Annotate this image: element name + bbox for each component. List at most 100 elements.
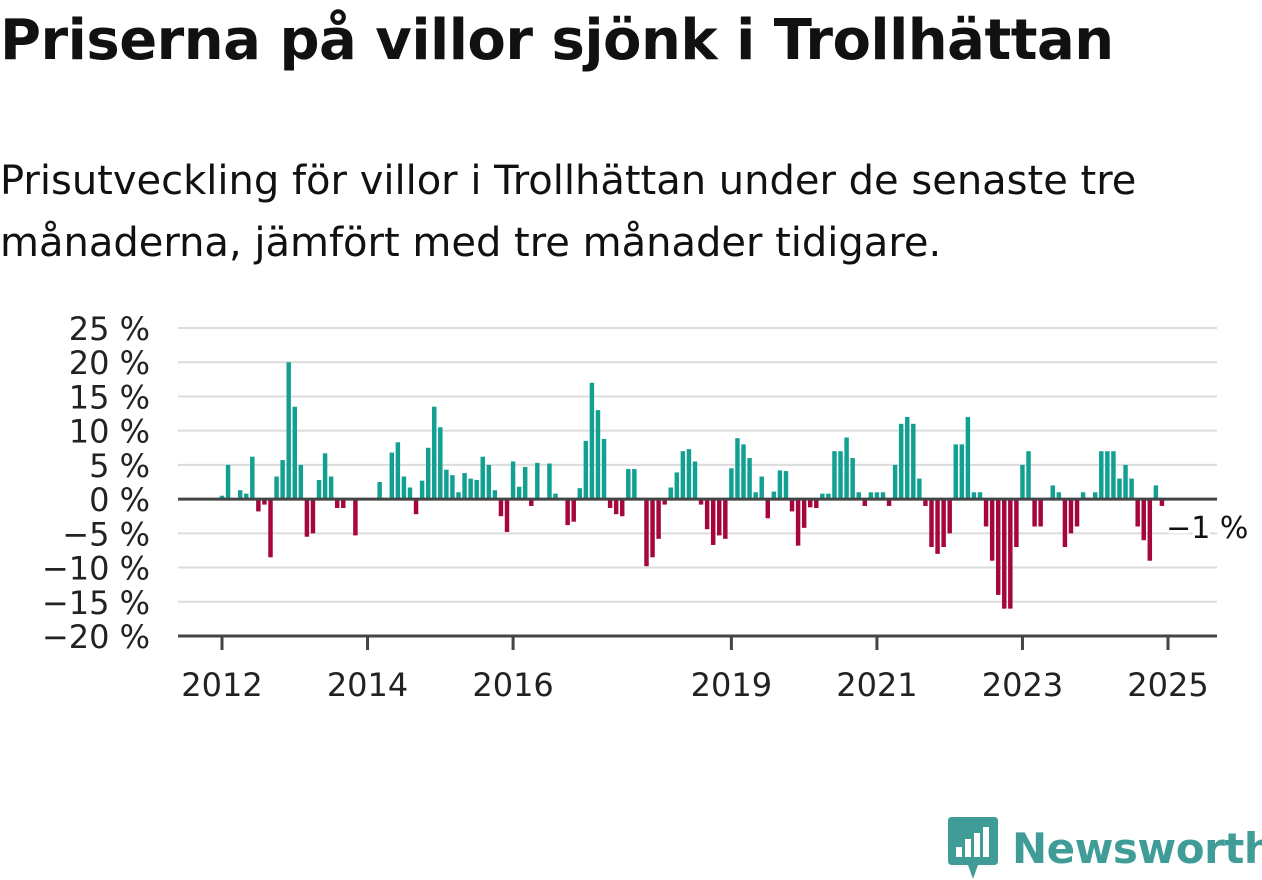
bar <box>729 468 734 500</box>
bar <box>516 486 522 500</box>
bar <box>1080 492 1086 500</box>
bar <box>274 476 279 500</box>
y-tick-label: 15 % <box>69 378 150 416</box>
bar <box>1068 499 1074 534</box>
bar <box>444 469 449 500</box>
bar <box>941 499 946 548</box>
x-tick-label: 2014 <box>327 666 408 700</box>
x-tick-label: 2023 <box>982 666 1063 700</box>
bar <box>862 499 868 506</box>
bar <box>298 464 304 500</box>
bar <box>322 453 328 500</box>
bar <box>814 499 819 509</box>
bar <box>407 487 413 500</box>
bar <box>504 499 510 532</box>
bar <box>759 476 764 500</box>
bar <box>923 499 928 506</box>
bar <box>856 492 861 500</box>
bar <box>680 451 686 500</box>
y-tick-label: 5 % <box>89 447 150 485</box>
x-tick-label: 2025 <box>1127 666 1208 700</box>
bar <box>983 499 989 527</box>
bar <box>438 427 443 500</box>
bar <box>1159 499 1165 506</box>
y-tick-label: −5 % <box>62 515 150 553</box>
bar <box>1062 499 1068 548</box>
bar <box>1093 492 1098 500</box>
bar <box>892 464 898 500</box>
bar <box>268 499 273 558</box>
bar <box>965 416 971 500</box>
bar <box>698 499 704 505</box>
bar <box>553 493 558 500</box>
bar <box>535 462 540 500</box>
bar <box>1008 499 1013 609</box>
y-tick-label: 10 % <box>69 413 150 451</box>
bar <box>989 499 995 561</box>
bar <box>601 438 607 500</box>
bar <box>1111 451 1116 500</box>
latest-value-annotation: −1 % <box>1166 511 1248 546</box>
bar <box>565 499 570 526</box>
bar <box>765 499 770 519</box>
bar <box>753 492 758 500</box>
bar <box>292 406 297 500</box>
bar <box>474 479 479 500</box>
bar <box>656 499 661 539</box>
bar <box>947 499 952 534</box>
bar <box>571 499 576 522</box>
bar <box>1056 492 1062 500</box>
bar <box>1014 499 1019 548</box>
bar <box>741 444 746 500</box>
bar <box>613 499 619 515</box>
bar <box>971 492 977 500</box>
bar <box>832 451 837 500</box>
bar <box>304 499 310 537</box>
brand-logo: Newsworthy <box>948 816 1262 880</box>
bar <box>250 456 255 500</box>
bar <box>807 499 813 508</box>
bar <box>237 490 243 500</box>
newsworthy-logo-icon <box>948 817 998 879</box>
bar <box>547 463 552 500</box>
bar <box>717 499 722 536</box>
bar <box>607 499 613 509</box>
bar <box>1002 499 1007 609</box>
bar <box>911 423 916 500</box>
brand-name: Newsworthy <box>1012 823 1262 873</box>
bar <box>286 362 291 500</box>
bar <box>692 461 698 500</box>
y-tick-label: 0 % <box>89 481 150 519</box>
bar <box>589 382 595 500</box>
bar <box>1105 451 1110 500</box>
y-tick-label: 20 % <box>69 344 150 382</box>
bar <box>747 458 752 500</box>
bar <box>838 451 843 500</box>
bar <box>456 492 461 500</box>
bar <box>529 499 534 506</box>
bar <box>1135 499 1140 527</box>
bar <box>959 444 965 500</box>
bar <box>353 499 358 536</box>
chart-title: Priserna på villor sjönk i Trollhättan <box>0 8 1114 73</box>
bar <box>771 491 777 500</box>
bar <box>898 423 904 500</box>
bar <box>256 499 261 512</box>
bar <box>826 493 831 500</box>
bar <box>334 499 340 509</box>
bar <box>783 471 789 500</box>
bar <box>929 499 934 548</box>
bar <box>425 447 431 500</box>
bar <box>377 482 382 500</box>
bar <box>886 499 892 506</box>
bar <box>662 499 667 505</box>
y-tick-label: −20 % <box>42 618 150 656</box>
bar <box>820 493 825 500</box>
bar <box>583 440 589 500</box>
bar <box>262 499 267 505</box>
bar <box>953 444 958 500</box>
bar <box>219 495 225 500</box>
bar <box>1117 478 1122 500</box>
bar <box>1032 499 1037 527</box>
x-tick-label: 2021 <box>836 666 917 700</box>
